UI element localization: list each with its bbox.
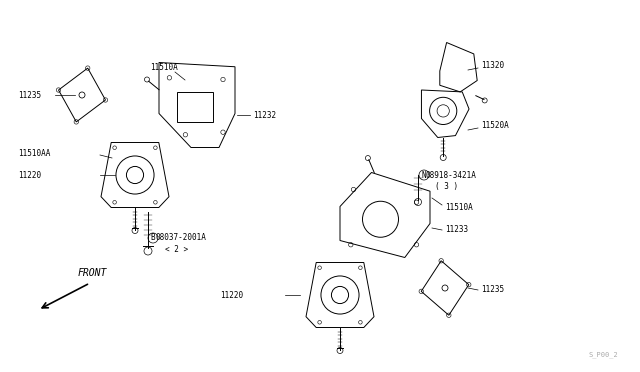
Text: S_P00_2: S_P00_2 xyxy=(588,352,618,358)
Text: 11220: 11220 xyxy=(220,291,243,299)
Text: 11510AA: 11510AA xyxy=(18,148,51,157)
Text: 11520A: 11520A xyxy=(481,122,509,131)
Text: 11233: 11233 xyxy=(445,225,468,234)
Text: 11220: 11220 xyxy=(18,170,41,180)
Text: N: N xyxy=(422,170,426,180)
Text: 11510A: 11510A xyxy=(150,64,178,73)
Text: < 2 >: < 2 > xyxy=(165,246,188,254)
Text: 11232: 11232 xyxy=(253,110,276,119)
Text: 11235: 11235 xyxy=(481,285,504,295)
Text: ( 3 ): ( 3 ) xyxy=(435,183,458,192)
Text: 11235: 11235 xyxy=(18,90,41,99)
Text: 11510A: 11510A xyxy=(445,202,473,212)
Text: 08918-3421A: 08918-3421A xyxy=(426,170,477,180)
Text: 08037-2001A: 08037-2001A xyxy=(155,234,206,243)
Bar xyxy=(177,92,212,122)
Text: FRONT: FRONT xyxy=(78,268,108,278)
Text: 11320: 11320 xyxy=(481,61,504,71)
Text: B: B xyxy=(150,234,156,243)
